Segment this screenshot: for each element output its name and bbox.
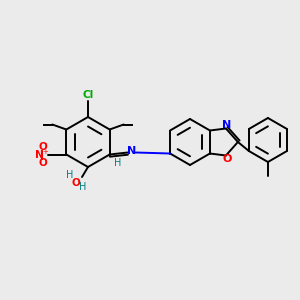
Text: H: H	[114, 158, 121, 167]
Text: O: O	[222, 154, 232, 164]
Text: O: O	[72, 178, 80, 188]
Text: -: -	[44, 139, 47, 148]
Text: Cl: Cl	[82, 90, 94, 100]
Text: H: H	[79, 182, 87, 192]
Text: N: N	[222, 119, 232, 130]
Text: N: N	[35, 149, 44, 160]
Text: O: O	[39, 158, 48, 169]
Text: +: +	[42, 148, 48, 154]
Text: O: O	[39, 142, 48, 152]
Text: N: N	[127, 146, 136, 157]
Text: H: H	[66, 170, 74, 180]
